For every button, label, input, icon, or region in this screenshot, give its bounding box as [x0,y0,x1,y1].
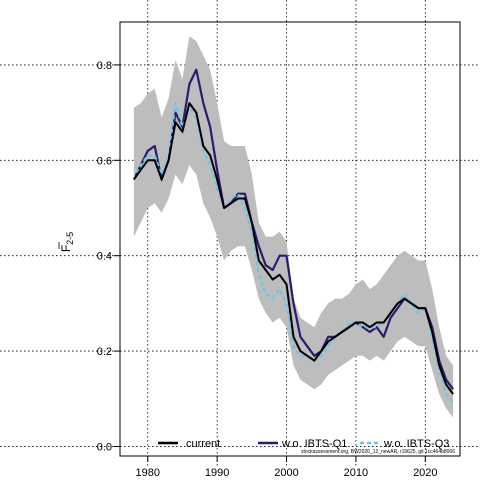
confidence-band-area [133,36,454,418]
x-tick-label-2010: 2010 [344,467,368,479]
x-axis: 1980 1990 2000 2010 2020 [136,456,438,479]
plot-frame [119,21,461,457]
x-tick-label-1980: 1980 [136,467,160,479]
legend-label-current: current [186,438,220,450]
y-axis-label-main: F [59,245,73,252]
x-tick-label-1990: 1990 [205,467,229,479]
series-line-current-overlay [133,101,454,395]
svg-text:F2-5: F2-5 [59,232,75,252]
y-axis-label: F2-5 [58,232,75,252]
y-tick-label-0.2: 0.2 [97,346,112,358]
y-tick-label-0.0: 0.0 [97,441,112,453]
legend: current w.o. IBTS-Q1 w.o. IBTS-Q3 [158,438,449,450]
series-lines [132,68,454,405]
y-tick-label-0.8: 0.8 [97,60,112,72]
legend-label-w-o-ibts-q1: w.o. IBTS-Q1 [281,438,347,450]
footnote: stockassessment.org, BW2026_12_newAR, r1… [301,449,455,455]
series-line-w-o-ibts-q1 [132,68,454,390]
y-tick-label-0.6: 0.6 [97,155,112,167]
y-axis: 0.0 0.2 0.4 0.6 0.8 [97,60,120,453]
y-tick-label-0.4: 0.4 [97,251,112,263]
legend-label-w-o-ibts-q3: w.o. IBTS-Q3 [383,438,449,450]
y-axis-label-sub: 2-5 [65,232,75,245]
x-tick-label-2000: 2000 [274,467,298,479]
x-tick-label-2020: 2020 [413,467,437,479]
confidence-band [133,36,454,418]
series-line-w-o-ibts-q3 [132,101,454,405]
